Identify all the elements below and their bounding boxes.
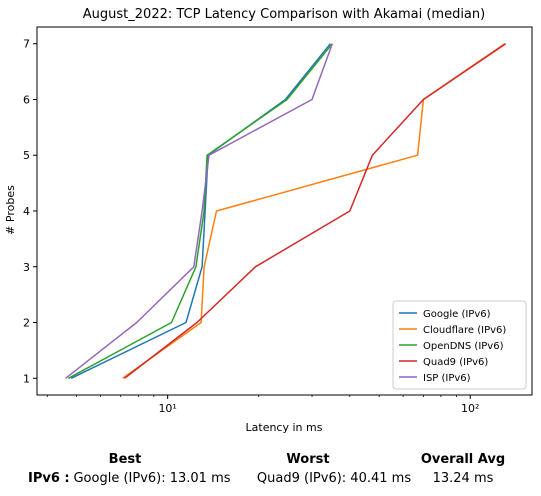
summary-best-header: Best [108, 452, 142, 467]
x-tick-label-100: 10² [461, 402, 479, 415]
legend-label-0: Google (IPv6) [423, 309, 491, 320]
plot-area: 1 2 3 4 5 6 7 10¹ 10² [23, 38, 507, 415]
x-tick-label-10: 10¹ [158, 402, 176, 415]
y-tick-label-3: 3 [23, 261, 30, 274]
y-tick-label-1: 1 [23, 372, 30, 385]
series-line-0 [70, 43, 331, 379]
series-line-3 [124, 43, 507, 379]
y-tick-label-4: 4 [23, 205, 30, 218]
summary-avg-header: Overall Avg [420, 452, 506, 467]
legend-label-1: Cloudflare (IPv6) [423, 325, 506, 336]
series-line-4 [65, 43, 334, 379]
plot-frame [36, 26, 533, 396]
series-line-2 [68, 43, 333, 379]
summary-worst-value: Quad9 (IPv6): 40.41 ms [256, 471, 412, 486]
latency-chart: August_2022: TCP Latency Comparison with… [4, 7, 533, 434]
summary-row-label: IPv6 : [28, 471, 70, 486]
legend: Google (IPv6) Cloudflare (IPv6) OpenDNS (I… [392, 300, 527, 390]
legend-label-4: ISP (IPv6) [423, 373, 471, 384]
summary-best-value: Google (IPv6): 13.01 ms [73, 471, 231, 486]
y-tick-label-5: 5 [23, 149, 30, 162]
y-axis-label: # Probes [4, 185, 17, 235]
x-axis-label: Latency in ms [246, 421, 323, 434]
summary-avg-value: 13.24 ms [432, 471, 494, 486]
y-tick-label-7: 7 [23, 38, 30, 51]
legend-box [392, 300, 527, 390]
legend-label-2: OpenDNS (IPv6) [423, 341, 504, 352]
legend-label-3: Quad9 (IPv6) [423, 357, 488, 368]
summary-worst-header: Worst [286, 452, 330, 467]
y-tick-label-2: 2 [23, 317, 30, 330]
y-tick-label-6: 6 [23, 93, 30, 106]
chart-title: August_2022: TCP Latency Comparison with… [83, 7, 485, 22]
